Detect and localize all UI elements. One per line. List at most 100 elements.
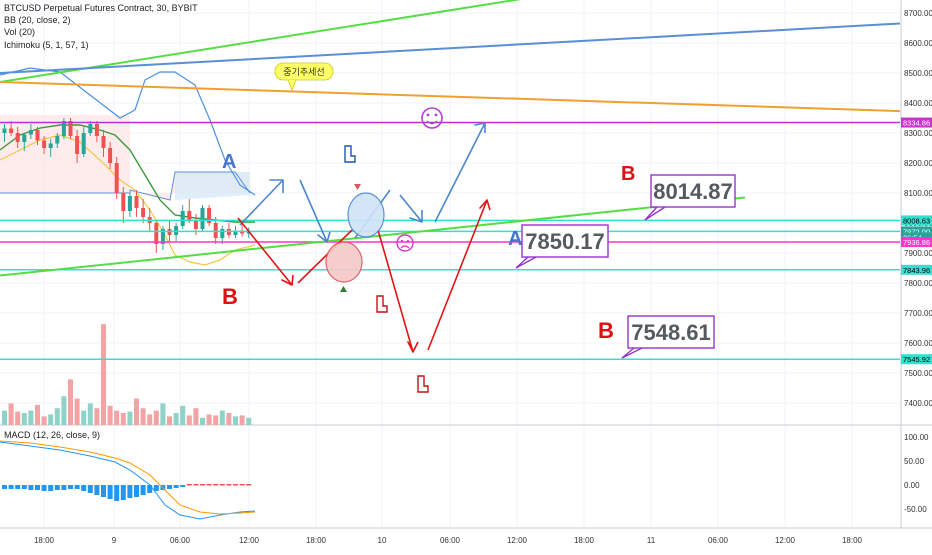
- price-tag: [901, 236, 932, 247]
- macd-legend: MACD (12, 26, close, 9): [4, 430, 101, 440]
- volume-bar: [74, 398, 80, 425]
- grid: [0, 0, 900, 528]
- time-tick-label: 06:00: [440, 536, 461, 545]
- price-tag: [901, 226, 932, 237]
- macd-hist-bar: [107, 485, 113, 499]
- macd-hist-bar: [147, 485, 153, 493]
- blue-arrow: [239, 179, 284, 226]
- macd-hist-bar: [193, 484, 199, 486]
- macd-hist-bar: [120, 485, 126, 500]
- volume-bar: [186, 415, 192, 425]
- volume-bar: [2, 410, 7, 425]
- red-arrow: [427, 199, 491, 351]
- candle-body: [22, 134, 27, 142]
- callout-label: 7850.17: [525, 229, 605, 254]
- time-tick-label: 9: [112, 536, 117, 545]
- bb-upper: [0, 67, 256, 196]
- volume-bar: [200, 417, 205, 425]
- candle-body: [108, 148, 113, 163]
- bb-lower: [0, 134, 256, 266]
- speech-bubble: [274, 62, 334, 81]
- price-axis: 8700.00 8600.00 8500.00 8400.00 8300.00 8200.…: [901, 9, 932, 408]
- candle-body: [61, 121, 66, 136]
- pointing-hand-icon: [344, 145, 356, 163]
- volume-bar: [167, 416, 172, 425]
- macd-hist-bar: [68, 485, 73, 489]
- volume-bar: [233, 416, 238, 425]
- price-tag: [901, 264, 932, 275]
- legend-bb: BB (20, close, 2): [4, 15, 71, 26]
- macd-hist-bar: [15, 485, 21, 489]
- annotation-letter: B: [222, 284, 238, 309]
- speech-bubble-label: 중기추세선: [283, 67, 324, 77]
- candle-body: [15, 133, 20, 142]
- volume-bar: [41, 416, 47, 425]
- volume-bar: [239, 415, 245, 425]
- callout-label: 8014.87: [653, 179, 733, 204]
- candle-body: [55, 136, 60, 144]
- price-tick-label: 8200.00: [904, 159, 932, 168]
- price-tick-label: 8500.00: [904, 69, 932, 78]
- macd-tick-label: 0.00: [904, 481, 920, 490]
- macd-hist-bar: [226, 484, 232, 486]
- volume-bar: [147, 414, 153, 425]
- volume-bar: [21, 413, 27, 425]
- candle-body: [28, 130, 33, 135]
- macd-hist-bar: [200, 484, 205, 486]
- price-tick-label: 8700.00: [904, 9, 932, 18]
- blue-arrow: [434, 122, 486, 223]
- time-tick-label: 12:00: [507, 536, 528, 545]
- macd-hist-bar: [114, 485, 120, 501]
- volume-bar: [219, 410, 225, 425]
- macd-hist-bar: [81, 485, 87, 491]
- macd-hist-bar: [101, 485, 106, 497]
- volume-bar: [54, 408, 60, 425]
- volume-bar: [94, 408, 100, 425]
- candle-body: [121, 193, 126, 211]
- candle-body: [88, 124, 93, 133]
- macd-hist-bar: [94, 485, 100, 495]
- smiley-eye: [434, 113, 438, 117]
- macd-tick-label: 100.00: [904, 433, 929, 442]
- candle-body: [213, 223, 218, 238]
- price-tick-label: 7700.00: [904, 309, 932, 318]
- macd-hist-bar: [28, 485, 34, 490]
- volume-bar: [81, 410, 87, 425]
- red-arrow: [237, 217, 294, 286]
- trendline: [0, 22, 901, 74]
- candle-body: [127, 196, 132, 211]
- volume-bar: [8, 403, 14, 425]
- volume-bar: [160, 403, 166, 425]
- candle-body: [48, 143, 53, 148]
- candle-body: [154, 223, 159, 244]
- volume-bar: [180, 405, 186, 425]
- volume-bar: [15, 411, 21, 425]
- macd-tick-label: 50.00: [904, 457, 925, 466]
- time-tick-label: 18:00: [34, 536, 55, 545]
- time-tick-label: 10: [378, 536, 387, 545]
- volume-bar: [134, 398, 139, 425]
- macd-hist-bar: [41, 485, 47, 491]
- price-tick-label: 7900.00: [904, 249, 932, 258]
- candle-body: [42, 140, 47, 148]
- cloud-fill-blue: [175, 172, 250, 200]
- price-tag-label: 7972.00: [903, 227, 930, 236]
- price-tag: [901, 117, 932, 128]
- time-tick-label: 18:00: [306, 536, 327, 545]
- time-tick-label: 12:00: [239, 536, 260, 545]
- macd-hist-bar: [213, 484, 219, 486]
- price-tick-label: 8100.00: [904, 189, 932, 198]
- candle-body: [160, 229, 165, 244]
- macd-hist-bar: [186, 484, 192, 486]
- price-tick-label: 8300.00: [904, 129, 932, 138]
- volume-bar: [35, 404, 40, 425]
- sad-face-eye: [406, 239, 410, 243]
- chart-legend: BTCUSD Perpetual Futures Contract, 30, B…: [4, 2, 198, 51]
- callout-tail: [644, 206, 666, 221]
- candle-body: [75, 136, 80, 154]
- candle-body: [81, 133, 86, 154]
- price-tag: [901, 354, 932, 365]
- callout-tail: [621, 347, 643, 359]
- macd-hist-bar: [134, 485, 139, 497]
